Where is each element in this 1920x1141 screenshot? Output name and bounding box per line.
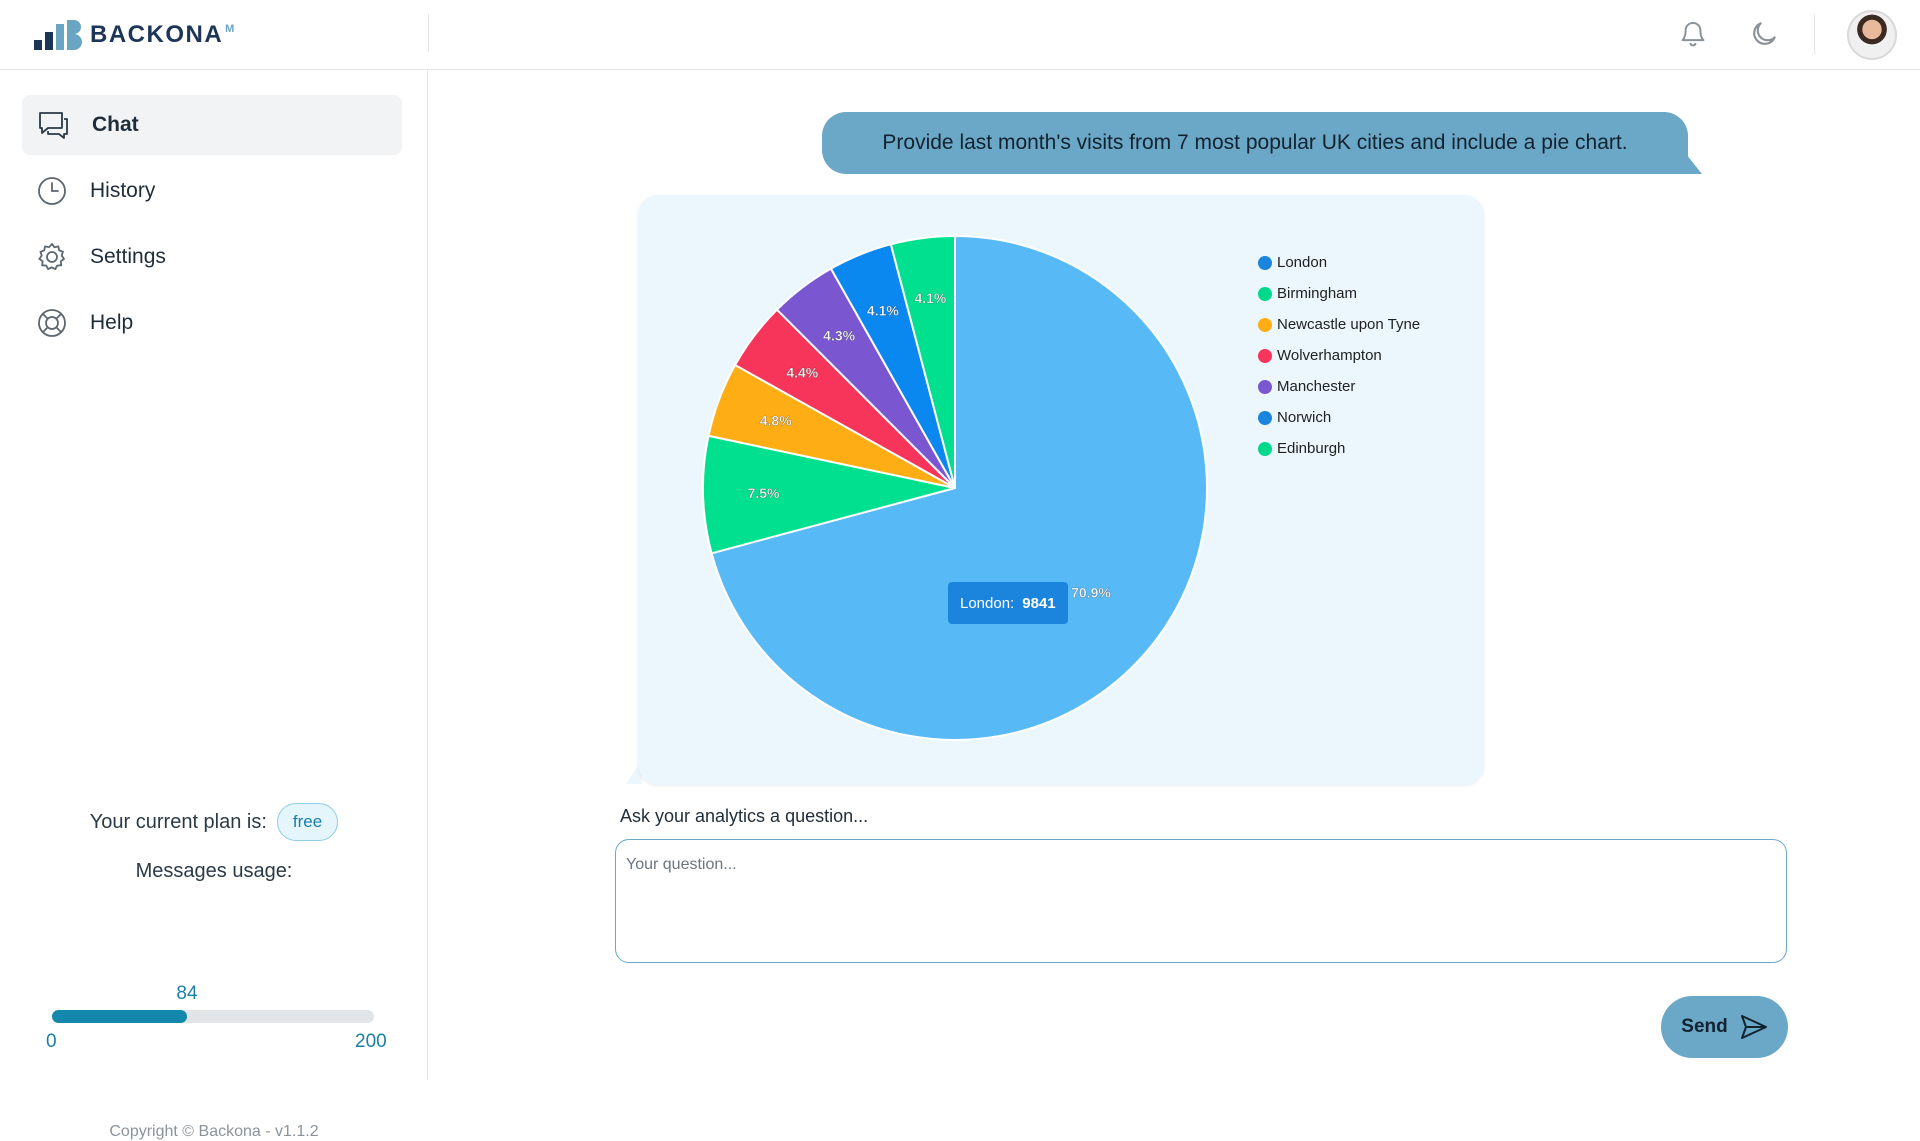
legend-item[interactable]: Birmingham: [1258, 278, 1420, 309]
usage-progress-bar: [52, 1010, 374, 1023]
sidebar: Chat History Settings Help Your current …: [0, 70, 428, 1140]
pie-data-label: 4.1%: [867, 303, 899, 319]
sidebar-item-label: Settings: [90, 245, 166, 268]
legend-swatch: [1258, 348, 1272, 363]
send-button[interactable]: Send: [1661, 996, 1788, 1058]
plan-row: Your current plan is: free: [0, 803, 428, 841]
user-message-text: Provide last month's visits from 7 most …: [882, 131, 1628, 154]
pie-data-label: 4.1%: [914, 290, 946, 306]
legend-item[interactable]: London: [1258, 247, 1420, 278]
legend-swatch: [1258, 255, 1272, 270]
header-divider: [1814, 14, 1815, 54]
legend-swatch: [1258, 286, 1272, 301]
legend-swatch: [1258, 317, 1272, 332]
copyright-text: Copyright © Backona - v1.1.2: [109, 1123, 319, 1140]
chart-tooltip: London: 9841: [948, 582, 1068, 624]
usage-min-value: 0: [46, 1031, 57, 1052]
usage-title: Messages usage:: [135, 860, 293, 882]
pie-data-label: 4.3%: [823, 327, 855, 343]
pie-data-label: 4.8%: [760, 413, 792, 429]
send-icon: [1740, 1015, 1767, 1039]
moon-icon[interactable]: [1746, 16, 1782, 52]
pie-slice-edinburgh[interactable]: [889, 234, 956, 489]
legend-swatch: [1258, 379, 1272, 394]
legend-label: Newcastle upon Tyne: [1277, 316, 1421, 333]
gear-icon: [38, 242, 66, 271]
legend-item[interactable]: Edinburgh: [1258, 433, 1420, 464]
legend-item[interactable]: Newcastle upon Tyne: [1258, 309, 1420, 340]
sidebar-item-chat[interactable]: Chat: [22, 95, 402, 155]
usage-progress-fill: [52, 1010, 188, 1023]
legend-label: Norwich: [1277, 409, 1332, 426]
sidebar-item-settings[interactable]: Settings: [22, 227, 402, 287]
sidebar-item-history[interactable]: History: [22, 161, 402, 221]
user-message-bubble: Provide last month's visits from 7 most …: [822, 112, 1688, 174]
legend-item[interactable]: Manchester: [1258, 371, 1420, 402]
legend-label: Birmingham: [1277, 285, 1358, 302]
legend-label: Wolverhampton: [1277, 347, 1382, 364]
chat-icon: [39, 112, 68, 139]
chart-legend: London Birmingham Newcastle upon Tyne Wolve…: [1258, 247, 1420, 464]
logo-text: BACKONA: [90, 21, 224, 48]
logo-bars-icon: [34, 20, 82, 50]
pie-data-label: 4.4%: [786, 364, 818, 380]
question-input[interactable]: [615, 839, 1787, 963]
header-divider: [428, 14, 429, 52]
legend-swatch: [1258, 410, 1272, 425]
tooltip-value: 9841: [1022, 594, 1056, 612]
pie-slice-london[interactable]: [710, 234, 1208, 741]
plan-label: Your current plan is:: [89, 810, 267, 833]
assistant-chart-card: 70.9% 7.5% 4.8% 4.4% 4.3% 4.1% 4.1% London Birm…: [638, 195, 1484, 785]
legend-label: Edinburgh: [1277, 440, 1346, 457]
clock-icon: [38, 177, 66, 205]
pie-chart: 70.9% 7.5% 4.8% 4.4% 4.3% 4.1% 4.1%: [702, 234, 1208, 741]
logo[interactable]: BACKONA M: [34, 18, 234, 52]
tooltip-label: London:: [960, 594, 1015, 612]
usage-current-value: 84: [176, 983, 198, 1004]
sidebar-item-label: Help: [90, 311, 134, 334]
user-avatar[interactable]: [1847, 10, 1897, 60]
logo-superscript: M: [225, 23, 235, 35]
legend-item[interactable]: Norwich: [1258, 402, 1420, 433]
legend-item[interactable]: Wolverhampton: [1258, 340, 1420, 371]
pie-data-label: 7.5%: [748, 485, 780, 501]
sidebar-item-label: Chat: [92, 113, 139, 136]
usage-max-value: 200: [355, 1031, 387, 1052]
pie-slice-birmingham[interactable]: [702, 434, 956, 555]
ask-label: Ask your analytics a question...: [620, 806, 869, 826]
sidebar-item-label: History: [90, 179, 156, 202]
legend-swatch: [1258, 441, 1272, 456]
send-label: Send: [1681, 1016, 1728, 1037]
bell-icon[interactable]: [1675, 16, 1711, 52]
lifebuoy-icon: [38, 309, 66, 337]
plan-badge[interactable]: free: [276, 803, 339, 841]
top-header: BACKONA M: [0, 0, 1920, 70]
legend-label: Manchester: [1277, 378, 1356, 395]
bubble-tail: [1686, 154, 1702, 174]
pie-data-label: 70.9%: [1071, 584, 1111, 600]
sidebar-item-help[interactable]: Help: [22, 293, 402, 353]
legend-label: London: [1277, 254, 1328, 271]
